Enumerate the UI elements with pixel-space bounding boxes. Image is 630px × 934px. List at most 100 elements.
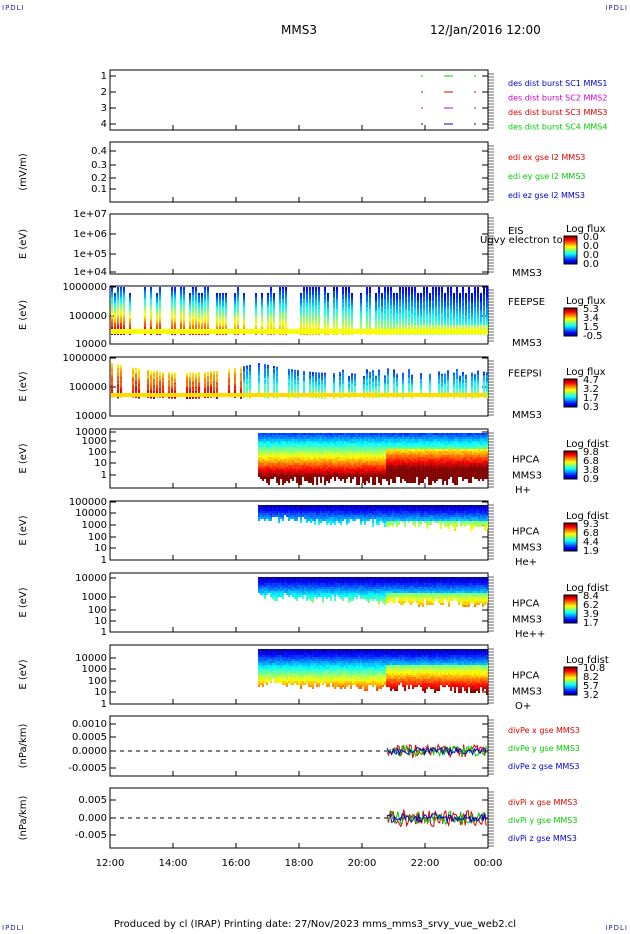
spectrogram-pixel [322, 467, 325, 469]
spectrogram-pixel [346, 451, 349, 453]
spectrogram-pixel [348, 461, 351, 463]
spectrogram-pixel [345, 289, 347, 291]
spectrogram-pixel [336, 313, 338, 315]
spectrogram-pixel [120, 381, 122, 384]
spectrogram-pixel [336, 289, 338, 291]
spectrogram-pixel [298, 465, 301, 467]
spectrogram-pixel [198, 297, 200, 299]
spectrogram-pixel [266, 445, 269, 447]
spectrogram-pixel [312, 390, 314, 393]
spectrogram-pixel [111, 315, 113, 317]
spectrogram-pixel [270, 463, 273, 465]
spectrogram-pixel [474, 315, 476, 317]
spectrogram-pixel [284, 441, 287, 443]
spectrogram-pixel [453, 293, 455, 295]
spectrogram-pixel [366, 319, 368, 321]
spectrogram-pixel [258, 449, 261, 451]
spectrogram-pixel [342, 391, 344, 394]
spectrogram-pixel [260, 447, 263, 449]
spectrogram-pixel [261, 293, 263, 295]
spectrogram-pixel [292, 463, 295, 465]
spectrogram-pixel [219, 325, 221, 327]
spectrogram-pixel [387, 303, 389, 305]
spectrogram-pixel [314, 451, 317, 453]
spectrogram-pixel [435, 311, 437, 313]
spectrogram-pixel [308, 455, 311, 457]
spectrogram-pixel [345, 293, 347, 295]
spectrogram-pixel [159, 311, 161, 313]
spectrogram-pixel [450, 301, 452, 303]
spectrogram-pixel [327, 321, 329, 323]
spectrogram-pixel [204, 299, 206, 301]
spectrogram-pixel [156, 321, 158, 323]
spectrogram-pixel [237, 317, 239, 319]
spectrogram-pixel [300, 483, 303, 485]
spectrogram-pixel [117, 311, 119, 313]
spectrogram-pixel [276, 455, 279, 457]
colorbar-step [564, 311, 577, 312]
spectrogram-pixel [346, 467, 349, 469]
spectrogram-pixel [429, 313, 431, 315]
spectrogram-pixel [438, 317, 440, 319]
spectrogram-pixel [267, 319, 269, 321]
spectrogram-pixel [267, 303, 269, 305]
spectrogram-pixel [474, 384, 476, 387]
spectrogram-pixel [411, 303, 413, 305]
spectrogram-pixel [318, 469, 321, 471]
spectrogram-pixel [249, 386, 251, 389]
spectrogram-pixel [274, 467, 277, 469]
spectrogram-pixel [468, 297, 470, 299]
spectrogram-pixel [171, 372, 173, 375]
spectrogram-pixel [312, 453, 315, 455]
spectrogram-pixel [351, 315, 353, 317]
spectrogram-pixel [330, 469, 333, 471]
spectrogram-pixel [111, 291, 113, 293]
spectrogram-pixel [474, 309, 476, 311]
spectrogram-pixel [372, 483, 375, 485]
spectrogram-pixel [426, 311, 428, 313]
spectrogram-pixel [261, 299, 263, 301]
spectrogram-pixel [429, 383, 431, 386]
spectrogram-pixel [274, 463, 277, 465]
spectrogram-pixel [462, 391, 464, 394]
spectrogram-pixel [322, 443, 325, 445]
spectrogram-pixel [411, 390, 413, 393]
spectrogram-pixel [390, 313, 392, 315]
spectrogram-pixel [288, 465, 291, 467]
spectrogram-pixel [320, 459, 323, 461]
spectrogram-pixel [364, 465, 367, 467]
spectrogram-pixel [264, 473, 267, 475]
spectrogram-pixel [296, 453, 299, 455]
spectrogram-pixel [417, 295, 419, 297]
spectrogram-pixel [402, 305, 404, 307]
colorbar-step [564, 241, 577, 242]
spectrogram-pixel [351, 309, 353, 311]
spectrogram-pixel [318, 287, 320, 289]
spectrogram-pixel [474, 317, 476, 319]
spectrogram-pixel [318, 376, 320, 379]
spectrogram-pixel [312, 479, 315, 481]
spectrogram-pixel [417, 321, 419, 323]
spectrogram-pixel [316, 463, 319, 465]
spectrogram-pixel [120, 311, 122, 313]
spectrogram-pixel [234, 295, 236, 297]
spectrogram-pixel [399, 317, 401, 319]
spectrogram-pixel [258, 371, 260, 374]
colorbar-tick-label: 1.7 [583, 393, 599, 404]
spectrogram-pixel [309, 383, 311, 386]
spectrogram-pixel [111, 369, 113, 372]
spectrogram-pixel [350, 435, 353, 437]
spectrogram-pixel [369, 307, 371, 309]
spectrogram-pixel [159, 375, 161, 378]
spectrogram-pixel [358, 483, 361, 485]
colorbar-step [564, 323, 577, 324]
spectrogram-pixel [393, 323, 395, 325]
spectrogram-pixel [483, 373, 485, 376]
spectrogram-pixel [153, 396, 155, 399]
spectrogram-pixel [298, 483, 301, 485]
spectrogram-pixel [372, 437, 375, 439]
spectrogram-pixel [144, 291, 146, 293]
spectrogram-pixel [432, 299, 434, 301]
spectrogram-pixel [282, 301, 284, 303]
spectrogram-pixel [111, 371, 113, 374]
